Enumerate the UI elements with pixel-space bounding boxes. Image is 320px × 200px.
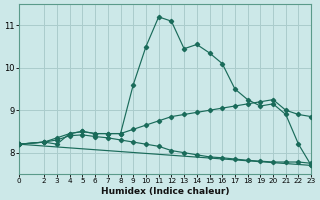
- X-axis label: Humidex (Indice chaleur): Humidex (Indice chaleur): [101, 187, 229, 196]
